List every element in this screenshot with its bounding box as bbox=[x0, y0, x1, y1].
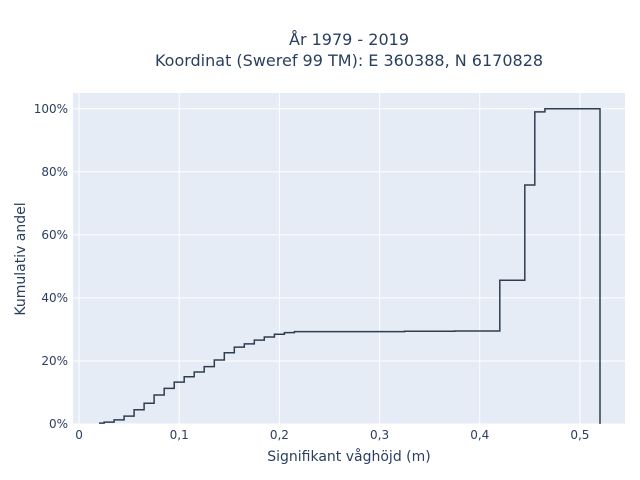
x-gridlines bbox=[78, 93, 581, 424]
y-tick-label: 80% bbox=[41, 165, 68, 179]
y-tick-label: 100% bbox=[34, 102, 68, 116]
x-axis-title: Signifikant våghöjd (m) bbox=[267, 448, 430, 465]
x-axis-tick-labels: 0 0,1 0,2 0,3 0,4 0,5 bbox=[75, 428, 589, 442]
plot-area bbox=[73, 93, 625, 424]
x-tick-label: 0,3 bbox=[370, 428, 389, 442]
x-tick-label: 0,2 bbox=[270, 428, 289, 442]
y-gridlines bbox=[73, 108, 625, 425]
y-axis-title: Kumulativ andel bbox=[13, 202, 29, 315]
y-axis-tick-labels: 0% 20% 40% 60% 80% 100% bbox=[34, 102, 68, 431]
y-tick-label: 40% bbox=[41, 291, 68, 305]
y-tick-label: 0% bbox=[49, 417, 68, 431]
y-tick-label: 20% bbox=[41, 354, 68, 368]
y-tick-label: 60% bbox=[41, 228, 68, 242]
x-tick-label: 0 bbox=[75, 428, 83, 442]
chart-title-line-1: År 1979 - 2019 bbox=[289, 30, 409, 49]
chart-title-line-2: Koordinat (Sweref 99 TM): E 360388, N 61… bbox=[155, 51, 543, 70]
x-tick-label: 0,1 bbox=[170, 428, 189, 442]
x-tick-label: 0,4 bbox=[470, 428, 489, 442]
x-tick-label: 0,5 bbox=[570, 428, 589, 442]
cumulative-step-line bbox=[99, 108, 601, 424]
